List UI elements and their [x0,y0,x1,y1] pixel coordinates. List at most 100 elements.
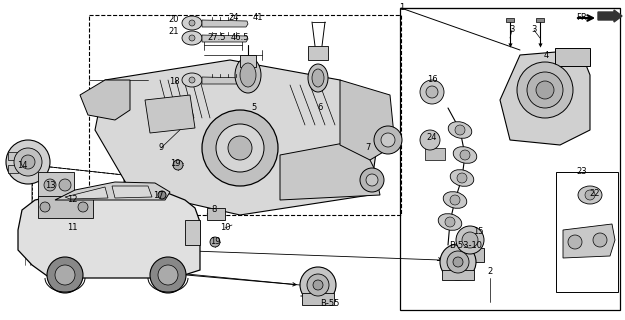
Polygon shape [145,95,195,133]
Circle shape [568,235,582,249]
Circle shape [593,233,607,247]
Polygon shape [500,50,590,145]
Circle shape [210,237,220,247]
Ellipse shape [240,63,256,87]
Circle shape [457,173,467,183]
Circle shape [453,257,463,267]
Text: 3: 3 [509,26,515,35]
Text: 46.5: 46.5 [231,34,249,43]
Text: 19: 19 [210,237,220,246]
Circle shape [47,257,83,293]
Text: 8: 8 [211,205,217,214]
Text: 14: 14 [17,161,28,170]
Circle shape [40,202,50,212]
Bar [185,220,200,245]
Circle shape [313,280,323,290]
Ellipse shape [308,64,328,92]
Circle shape [44,179,56,191]
Polygon shape [65,187,108,199]
Circle shape [228,136,252,160]
Bar [89,15,401,215]
Bar [38,196,93,218]
Circle shape [585,190,595,200]
Bar [536,18,544,22]
Bar [8,152,18,160]
Circle shape [462,232,478,248]
Text: 24: 24 [427,133,438,142]
Circle shape [6,140,50,184]
Bar [308,46,328,60]
Text: 17: 17 [152,190,163,199]
Circle shape [202,110,278,186]
Text: 41: 41 [253,13,263,22]
Circle shape [55,265,75,285]
Text: 2: 2 [488,268,492,276]
Polygon shape [112,186,152,198]
Bar [456,248,484,262]
Bar [240,55,256,67]
Polygon shape [38,218,100,258]
Circle shape [189,77,195,83]
Polygon shape [95,60,380,215]
Circle shape [189,35,195,41]
Ellipse shape [443,192,467,208]
Bar [425,148,445,160]
Circle shape [14,148,42,176]
Circle shape [300,267,336,303]
Ellipse shape [438,214,462,230]
Bar [556,172,618,292]
Circle shape [216,124,264,172]
Circle shape [158,191,166,199]
Polygon shape [80,80,130,120]
Text: 19: 19 [170,158,180,167]
Polygon shape [55,182,170,200]
Text: 12: 12 [67,196,78,204]
Bar [207,208,225,220]
Ellipse shape [182,73,202,87]
Ellipse shape [182,16,202,30]
Ellipse shape [312,69,324,87]
Text: 11: 11 [67,223,78,233]
Text: 24: 24 [229,13,239,22]
Text: 18: 18 [169,77,179,86]
Circle shape [173,160,183,170]
Text: 21: 21 [169,28,179,36]
Circle shape [527,72,563,108]
Text: B-53-10: B-53-10 [449,241,482,250]
Polygon shape [18,190,200,278]
Text: 16: 16 [427,76,438,84]
Bar [302,293,334,305]
Text: 13: 13 [45,181,56,190]
Circle shape [21,155,35,169]
Bar [38,172,74,202]
Text: FR.: FR. [576,13,589,22]
Circle shape [456,226,484,254]
Bar [555,48,590,66]
FancyArrow shape [598,10,622,22]
Ellipse shape [448,122,472,138]
Text: 23: 23 [577,167,587,177]
Ellipse shape [235,57,261,93]
Polygon shape [202,20,248,27]
Text: 5: 5 [251,103,257,113]
Text: 9: 9 [158,143,164,153]
Circle shape [158,265,178,285]
Polygon shape [202,77,248,84]
Text: 7: 7 [365,143,371,153]
Text: 3: 3 [531,26,537,35]
Text: B-55: B-55 [321,300,340,308]
Circle shape [420,80,444,104]
Bar [442,270,474,280]
Circle shape [450,195,460,205]
Circle shape [517,62,573,118]
Circle shape [78,202,88,212]
Circle shape [374,126,402,154]
Bar [506,18,514,22]
Circle shape [381,133,395,147]
Circle shape [189,20,195,26]
Ellipse shape [182,31,202,45]
Circle shape [445,217,455,227]
Circle shape [360,168,384,192]
Circle shape [366,174,378,186]
Circle shape [536,81,554,99]
